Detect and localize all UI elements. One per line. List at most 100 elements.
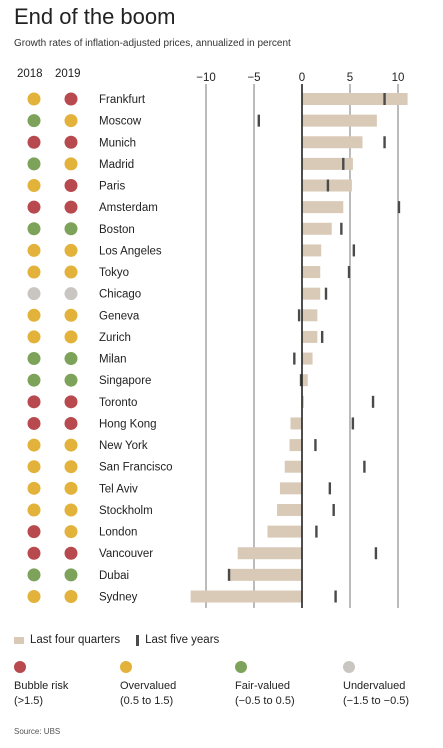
legend-bar-swatch xyxy=(14,636,24,644)
year-header-2019: 2019 xyxy=(55,68,81,80)
status-dot-2019 xyxy=(64,373,78,387)
category-bubble-range: (>1.5) xyxy=(14,695,44,707)
status-dot-2019 xyxy=(64,243,78,257)
status-dot-2019 xyxy=(64,546,78,560)
bar-four-quarters xyxy=(289,439,302,452)
category-fair-label: Fair-valued xyxy=(235,680,291,692)
fair-dot-icon xyxy=(235,661,247,673)
status-dot-2018 xyxy=(27,373,41,387)
bar-four-quarters xyxy=(267,525,302,538)
status-dot-2018 xyxy=(27,222,41,236)
bar-four-quarters xyxy=(279,482,302,495)
status-dot-2019 xyxy=(64,265,78,279)
city-label: Vancouver xyxy=(99,548,153,560)
status-dot-2019 xyxy=(64,114,78,128)
bar-four-quarters xyxy=(302,374,308,387)
status-dot-2018 xyxy=(27,243,41,257)
series-legend: Last four quarters Last five years xyxy=(14,634,219,646)
legend-bar-label: Last four quarters xyxy=(30,634,121,646)
status-dot-2018 xyxy=(27,200,41,214)
bar-four-quarters xyxy=(290,417,302,430)
tick-five-years xyxy=(383,136,386,149)
status-dot-2019 xyxy=(64,200,78,214)
status-dot-2018 xyxy=(27,265,41,279)
bar-four-quarters xyxy=(237,547,302,560)
bar-four-quarters xyxy=(284,460,302,473)
city-label: Hong Kong xyxy=(99,418,157,430)
status-dot-2018 xyxy=(27,460,41,474)
status-dot-2019 xyxy=(64,308,78,322)
status-dot-2019 xyxy=(64,438,78,452)
status-dot-2019 xyxy=(64,157,78,171)
bar-four-quarters xyxy=(302,222,332,235)
status-dot-2018 xyxy=(27,546,41,560)
year-header-2018: 2018 xyxy=(17,68,43,80)
status-dot-2018 xyxy=(27,416,41,430)
category-fair-range: (−0.5 to 0.5) xyxy=(235,695,295,707)
tick-five-years xyxy=(397,201,401,214)
status-dot-2018 xyxy=(27,352,41,366)
bar-four-quarters xyxy=(229,568,302,581)
status-dot-2018 xyxy=(27,135,41,149)
tick-five-years xyxy=(324,287,328,300)
tick-five-years xyxy=(374,547,378,560)
status-dot-2018 xyxy=(27,114,41,128)
bubble-dot-icon xyxy=(14,661,26,673)
tick-five-years xyxy=(383,93,386,105)
bar-four-quarters xyxy=(302,266,321,279)
tick-five-years xyxy=(363,460,366,473)
tick-five-years xyxy=(326,179,330,192)
bar-four-quarters xyxy=(302,309,318,322)
status-dot-2019 xyxy=(64,395,78,409)
chart-subtitle: Growth rates of inflation-adjusted price… xyxy=(14,38,291,49)
bar-four-quarters xyxy=(302,136,363,149)
city-label: Sydney xyxy=(99,591,138,603)
x-tick-label: −5 xyxy=(247,72,260,84)
bar-four-quarters xyxy=(302,244,322,257)
tick-five-years xyxy=(342,157,345,170)
bar-four-quarters xyxy=(277,503,302,516)
category-overvalued-label: Overvalued xyxy=(120,680,177,692)
city-label: Tokyo xyxy=(99,267,129,279)
status-dot-2018 xyxy=(27,438,41,452)
tick-five-years xyxy=(299,374,303,387)
status-dot-2019 xyxy=(64,287,78,301)
x-tick-label: −10 xyxy=(196,72,216,84)
status-dot-2019 xyxy=(64,460,78,474)
category-undervalued-label: Undervalued xyxy=(343,680,406,692)
status-dot-2018 xyxy=(27,92,41,106)
status-dot-2018 xyxy=(27,525,41,539)
city-label: San Francisco xyxy=(99,462,173,474)
tick-five-years xyxy=(328,482,332,495)
x-tick-label: 5 xyxy=(347,72,353,84)
status-dot-2019 xyxy=(64,352,78,366)
city-label: Milan xyxy=(99,354,126,366)
category-overvalued: Overvalued (0.5 to 1.5) xyxy=(120,661,176,709)
tick-five-years xyxy=(371,395,375,408)
bar-four-quarters xyxy=(302,287,321,300)
bar-four-quarters xyxy=(302,395,304,408)
tick-five-years xyxy=(352,244,356,257)
tick-five-years xyxy=(351,417,355,430)
status-dot-2018 xyxy=(27,308,41,322)
tick-five-years xyxy=(332,503,335,516)
status-dot-2019 xyxy=(64,525,78,539)
status-dot-2019 xyxy=(64,568,78,582)
city-label: Paris xyxy=(99,181,125,193)
status-dot-2019 xyxy=(64,481,78,495)
tick-five-years xyxy=(340,222,343,235)
status-dot-2018 xyxy=(27,589,41,603)
tick-five-years xyxy=(227,568,231,581)
status-dot-2018 xyxy=(27,179,41,193)
status-dot-2018 xyxy=(27,503,41,517)
category-undervalued: Undervalued (−1.5 to −0.5) xyxy=(343,661,409,709)
city-label: Madrid xyxy=(99,159,134,171)
source-note: Source: UBS xyxy=(14,727,61,736)
city-label: Geneva xyxy=(99,310,140,322)
tick-five-years xyxy=(297,309,301,322)
status-dot-2019 xyxy=(64,589,78,603)
category-bubble: Bubble risk (>1.5) xyxy=(14,661,68,709)
x-tick-label: 10 xyxy=(392,72,405,84)
overvalued-dot-icon xyxy=(120,661,132,673)
status-dot-2018 xyxy=(27,395,41,409)
